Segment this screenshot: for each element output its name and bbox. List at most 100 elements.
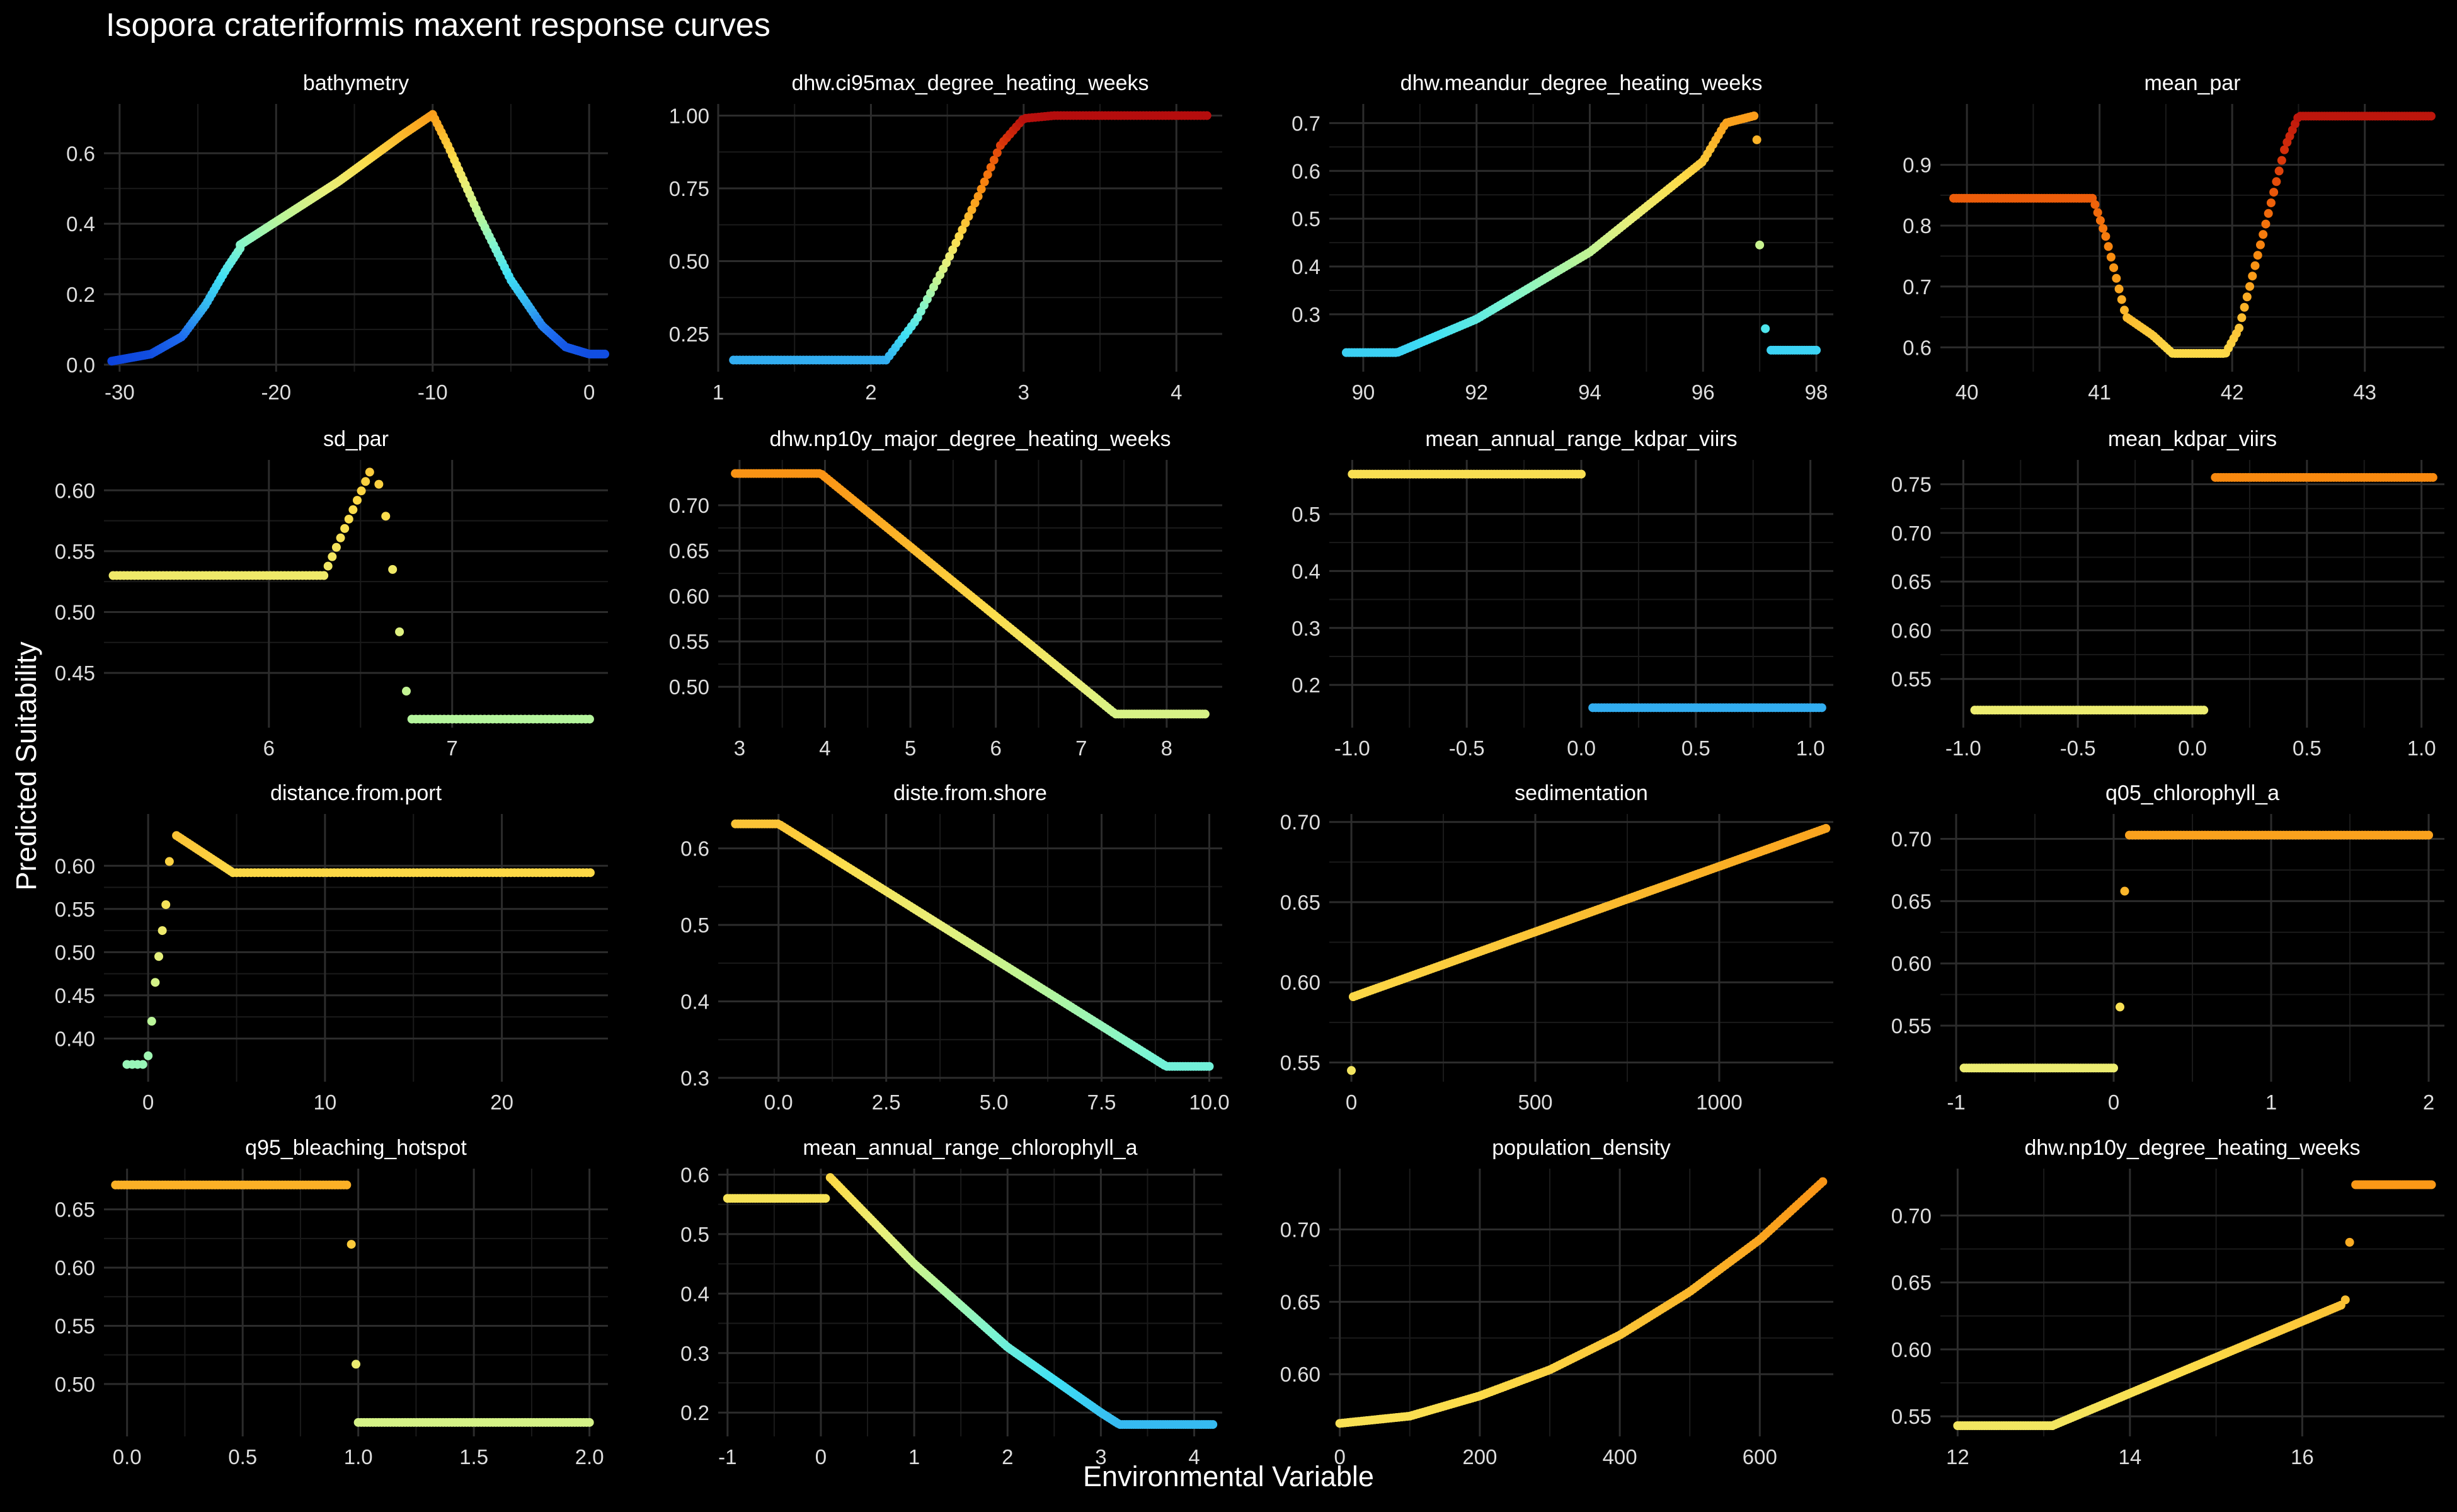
y-tick-label: 0.55	[1891, 668, 1932, 691]
y-tick-label: 0.65	[1891, 1271, 1932, 1295]
x-tick-label: 40	[1956, 381, 1979, 404]
y-tick-label: 0.50	[669, 675, 709, 699]
y-tick-label: 0.6	[680, 1163, 709, 1186]
x-tick-label: -0.5	[1449, 736, 1485, 760]
x-tick-label: 6	[263, 736, 275, 760]
y-axis-label: Predicted Suitability	[10, 641, 42, 891]
panel-title: mean_annual_range_chlorophyll_a	[803, 1136, 1137, 1160]
data-point	[2255, 240, 2265, 249]
x-tick-label: 10	[314, 1091, 337, 1114]
y-tick-label: 0.5	[1292, 503, 1320, 526]
y-tick-label: 0.50	[55, 941, 95, 964]
y-tick-label: 0.3	[680, 1067, 709, 1090]
x-tick-label: 94	[1578, 381, 1601, 404]
data-point	[1817, 703, 1826, 713]
x-tick-label: 0	[142, 1091, 154, 1114]
panel-sd-par: 6 7 0.45 0.50 0.55 0.60 sd_par	[55, 427, 608, 760]
y-tick-label: 0.55	[669, 630, 709, 653]
panel-title: q05_chlorophyll_a	[2105, 781, 2279, 805]
data-point	[2269, 188, 2279, 197]
points	[723, 1173, 1218, 1429]
y-tick-label: 0.60	[1280, 1363, 1320, 1386]
panel-dhw-np10y-degree-heating-weeks: 12 14 16 0.55 0.60 0.65 0.70 dhw.np10y_degree_h…	[1891, 1136, 2444, 1469]
y-tick-label: 0.45	[55, 662, 95, 685]
x-tick-label: 90	[1352, 381, 1375, 404]
data-point	[821, 1194, 830, 1203]
data-point	[1821, 823, 1831, 833]
y-tick-label: 0.55	[1891, 1014, 1932, 1038]
panel-title: bathymetry	[303, 71, 409, 95]
minor-gridlines	[1329, 104, 1833, 372]
data-point	[2093, 208, 2102, 217]
y-tick-label: 0.60	[1280, 971, 1320, 994]
y-tick-label: 0.5	[1292, 207, 1320, 231]
data-point	[2345, 1237, 2354, 1247]
y-tick-label: 0.55	[1891, 1405, 1932, 1428]
y-tick-label: 0.50	[669, 249, 709, 273]
data-point	[346, 1240, 356, 1249]
data-point	[1818, 1177, 1828, 1186]
y-tick-label: 0.2	[680, 1401, 709, 1424]
points	[1953, 1180, 2436, 1430]
points	[111, 1180, 594, 1427]
data-point	[319, 571, 329, 580]
data-point	[958, 225, 967, 234]
data-point	[1347, 1066, 1356, 1075]
x-tick-label: 1000	[1696, 1091, 1742, 1114]
x-tick-label: 0	[583, 381, 595, 404]
data-point	[2240, 302, 2249, 312]
data-point	[992, 148, 1002, 158]
x-tick-label: -1	[718, 1445, 736, 1469]
x-tick-label: 3	[1095, 1445, 1106, 1469]
data-point	[2274, 166, 2284, 176]
panel-mean-par: 40 41 42 43 0.6 0.7 0.8 0.9 mean_par	[1903, 71, 2444, 404]
panel-dhw-ci95max-degree-heating-weeks: 1 2 3 4 0.25 0.50 0.75 1.00 dhw.ci95max_degree_h…	[669, 71, 1222, 404]
panel-title: sedimentation	[1515, 781, 1648, 805]
data-point	[2120, 886, 2129, 896]
y-tick-label: 0.70	[669, 494, 709, 517]
data-point	[2109, 1063, 2118, 1073]
panel-title: dhw.np10y_major_degree_heating_weeks	[769, 427, 1171, 451]
x-tick-label: 1	[908, 1445, 920, 1469]
x-tick-label: -1.0	[1945, 736, 1981, 760]
x-tick-label: 1.0	[1796, 736, 1825, 760]
panel-distance-from-port: 0 10 20 0.40 0.45 0.50 0.55 0.60 distance.from.p…	[55, 781, 608, 1114]
y-tick-label: 0.7	[1903, 275, 1932, 299]
y-tick-label: 0.9	[1903, 154, 1932, 177]
points	[1348, 469, 1826, 713]
data-point	[1761, 324, 1770, 333]
x-tick-label: 400	[1603, 1445, 1637, 1469]
data-point	[954, 232, 964, 241]
y-tick-label: 0.6	[1903, 336, 1932, 359]
x-tick-label: 16	[2291, 1445, 2314, 1469]
data-point	[2109, 263, 2119, 272]
x-tick-label: 8	[1161, 736, 1172, 760]
data-point	[2114, 284, 2124, 294]
y-tick-label: 0.60	[1891, 952, 1932, 975]
y-tick-label: 0.60	[55, 1256, 95, 1280]
data-point	[983, 170, 992, 180]
data-point	[2266, 198, 2276, 207]
x-tick-label: 1.5	[459, 1445, 488, 1469]
x-tick-label: 5.0	[980, 1091, 1009, 1114]
data-point	[2424, 830, 2433, 840]
y-tick-label: 0.70	[1891, 522, 1932, 545]
data-point	[147, 1017, 156, 1026]
data-point	[1202, 111, 1211, 120]
y-tick-label: 1.00	[669, 104, 709, 127]
y-tick-label: 0.2	[66, 283, 95, 306]
data-point	[2428, 472, 2437, 482]
data-point	[144, 1051, 153, 1060]
data-point	[352, 496, 362, 505]
data-point	[2280, 145, 2289, 154]
points	[122, 831, 595, 1069]
data-point	[340, 524, 350, 533]
data-point	[158, 926, 167, 936]
y-tick-label: 0.75	[1891, 473, 1932, 496]
x-tick-label: -0.5	[2060, 736, 2096, 760]
x-tick-label: 1	[2265, 1091, 2277, 1114]
y-tick-label: 0.40	[55, 1027, 95, 1050]
data-point	[164, 857, 174, 866]
data-point	[344, 514, 353, 524]
